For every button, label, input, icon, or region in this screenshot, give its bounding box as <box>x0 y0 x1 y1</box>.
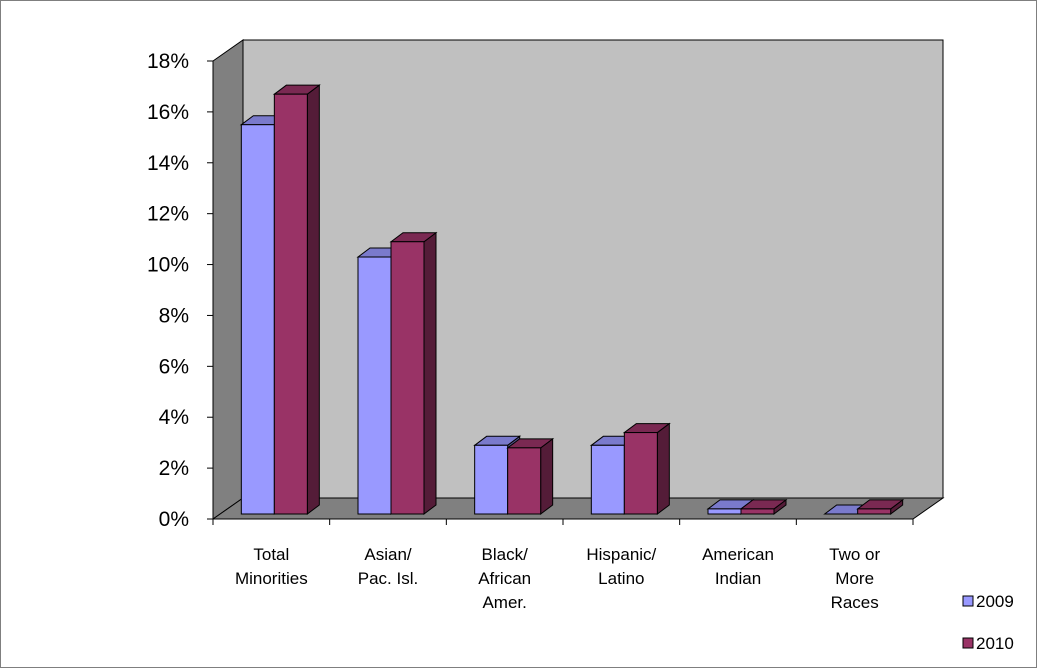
bar-front <box>507 447 542 515</box>
bar-side <box>540 437 554 515</box>
category-label: Pac. Isl. <box>358 569 418 588</box>
y-tick-label: 14% <box>147 152 189 175</box>
bar-front <box>857 508 892 515</box>
y-tick-label: 2% <box>159 457 189 480</box>
bars <box>239 84 905 515</box>
bar-front <box>273 93 308 515</box>
category-label: Races <box>831 593 879 612</box>
category-label: More <box>835 569 874 588</box>
y-tick-label: 4% <box>159 406 189 429</box>
bar-front <box>357 256 392 515</box>
category-label: Amer. <box>482 593 526 612</box>
bar <box>389 231 438 515</box>
legend-swatch <box>962 637 974 649</box>
y-tick-label: 16% <box>147 101 189 124</box>
side-wall <box>212 39 244 520</box>
bar <box>856 498 905 515</box>
bar-side <box>423 231 437 515</box>
category-label: Total <box>253 545 289 564</box>
bar <box>622 422 671 515</box>
bar <box>272 84 321 515</box>
bar-front <box>707 508 742 515</box>
legend-label: 2009 <box>976 592 1014 611</box>
back-wall <box>242 39 944 499</box>
bar-front <box>474 444 509 515</box>
category-label: African <box>478 569 531 588</box>
category-label: American <box>702 545 774 564</box>
category-label: Hispanic/ <box>586 545 656 564</box>
y-tick-label: 18% <box>147 50 189 73</box>
category-label: Latino <box>598 569 644 588</box>
category-label: Asian/ <box>364 545 412 564</box>
y-tick-label: 6% <box>159 355 189 378</box>
bar-front <box>590 444 625 515</box>
bar-front <box>240 124 275 515</box>
bar <box>506 437 555 515</box>
y-tick-label: 10% <box>147 254 189 277</box>
category-label: Indian <box>715 569 761 588</box>
axes: 0% 2% 4% 6% 8% 10% 12% 14% 16% 18% <box>147 50 914 531</box>
category-labels: Total Minorities Asian/Pac. Isl. Black/Afri… <box>235 545 881 612</box>
bar-front <box>623 432 658 515</box>
y-tick-label: 12% <box>147 203 189 226</box>
bar-side <box>656 422 670 515</box>
bar-side <box>306 84 320 515</box>
bar <box>739 498 788 515</box>
legend-swatch <box>962 595 974 607</box>
category-label: Black/ <box>482 545 529 564</box>
category-label: Minorities <box>235 569 308 588</box>
bar-front <box>390 241 425 515</box>
legend: 2009 2010 <box>962 592 1014 653</box>
plot-walls <box>211 39 945 520</box>
category-label: Two or <box>829 545 880 564</box>
y-tick-label: 0% <box>159 508 189 531</box>
legend-label: 2010 <box>976 634 1014 653</box>
bar-front <box>740 508 775 515</box>
y-tick-label: 8% <box>159 304 189 327</box>
